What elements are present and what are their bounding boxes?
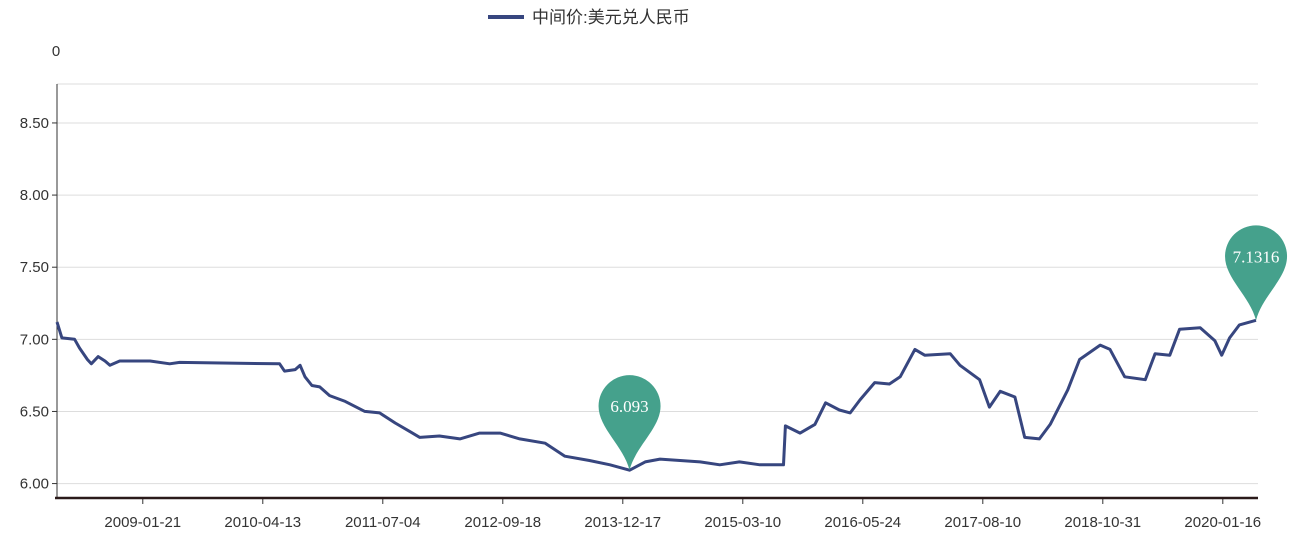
x-axis: 2009-01-21 2010-04-13 2011-07-04 2012-09-18…	[104, 498, 1261, 531]
pin-icon	[1225, 225, 1288, 321]
x-tick-label: 2012-09-18	[464, 514, 541, 531]
markers: 6.093 7.1316	[598, 225, 1288, 471]
y-tick-label: 7.50	[20, 259, 49, 276]
y-axis-name: 0	[52, 43, 60, 60]
marker-label: 7.1316	[1233, 247, 1280, 266]
y-tick-label: 7.00	[20, 331, 49, 348]
y-axis: 6.00 6.50 7.00 7.50 8.00 8.50	[20, 115, 57, 493]
legend-label: 中间价:美元兑人民币	[532, 8, 690, 27]
y-tick-label: 6.50	[20, 403, 49, 420]
marker-label: 6.093	[610, 397, 648, 416]
y-tick-label: 8.00	[20, 187, 49, 204]
marker-pin-min: 6.093	[598, 375, 661, 471]
x-tick-label: 2013-12-17	[584, 514, 661, 531]
legend[interactable]: 中间价:美元兑人民币	[488, 8, 690, 27]
x-tick-label: 2011-07-04	[345, 514, 421, 531]
y-tick-label: 6.00	[20, 476, 49, 493]
grid-lines	[57, 83, 1258, 485]
y-tick-label: 8.50	[20, 115, 49, 132]
x-tick-label: 2009-01-21	[104, 514, 181, 531]
pin-icon	[598, 375, 661, 471]
marker-pin-max: 7.1316	[1225, 225, 1288, 321]
x-tick-label: 2020-01-16	[1184, 514, 1261, 531]
x-tick-label: 2017-08-10	[944, 514, 1021, 531]
series-line-usd-cny	[55, 318, 1257, 472]
x-tick-label: 2015-03-10	[704, 514, 781, 531]
x-tick-label: 2018-10-31	[1064, 514, 1141, 531]
x-tick-label: 2010-04-13	[224, 514, 301, 531]
x-tick-label: 2016-05-24	[824, 514, 901, 531]
